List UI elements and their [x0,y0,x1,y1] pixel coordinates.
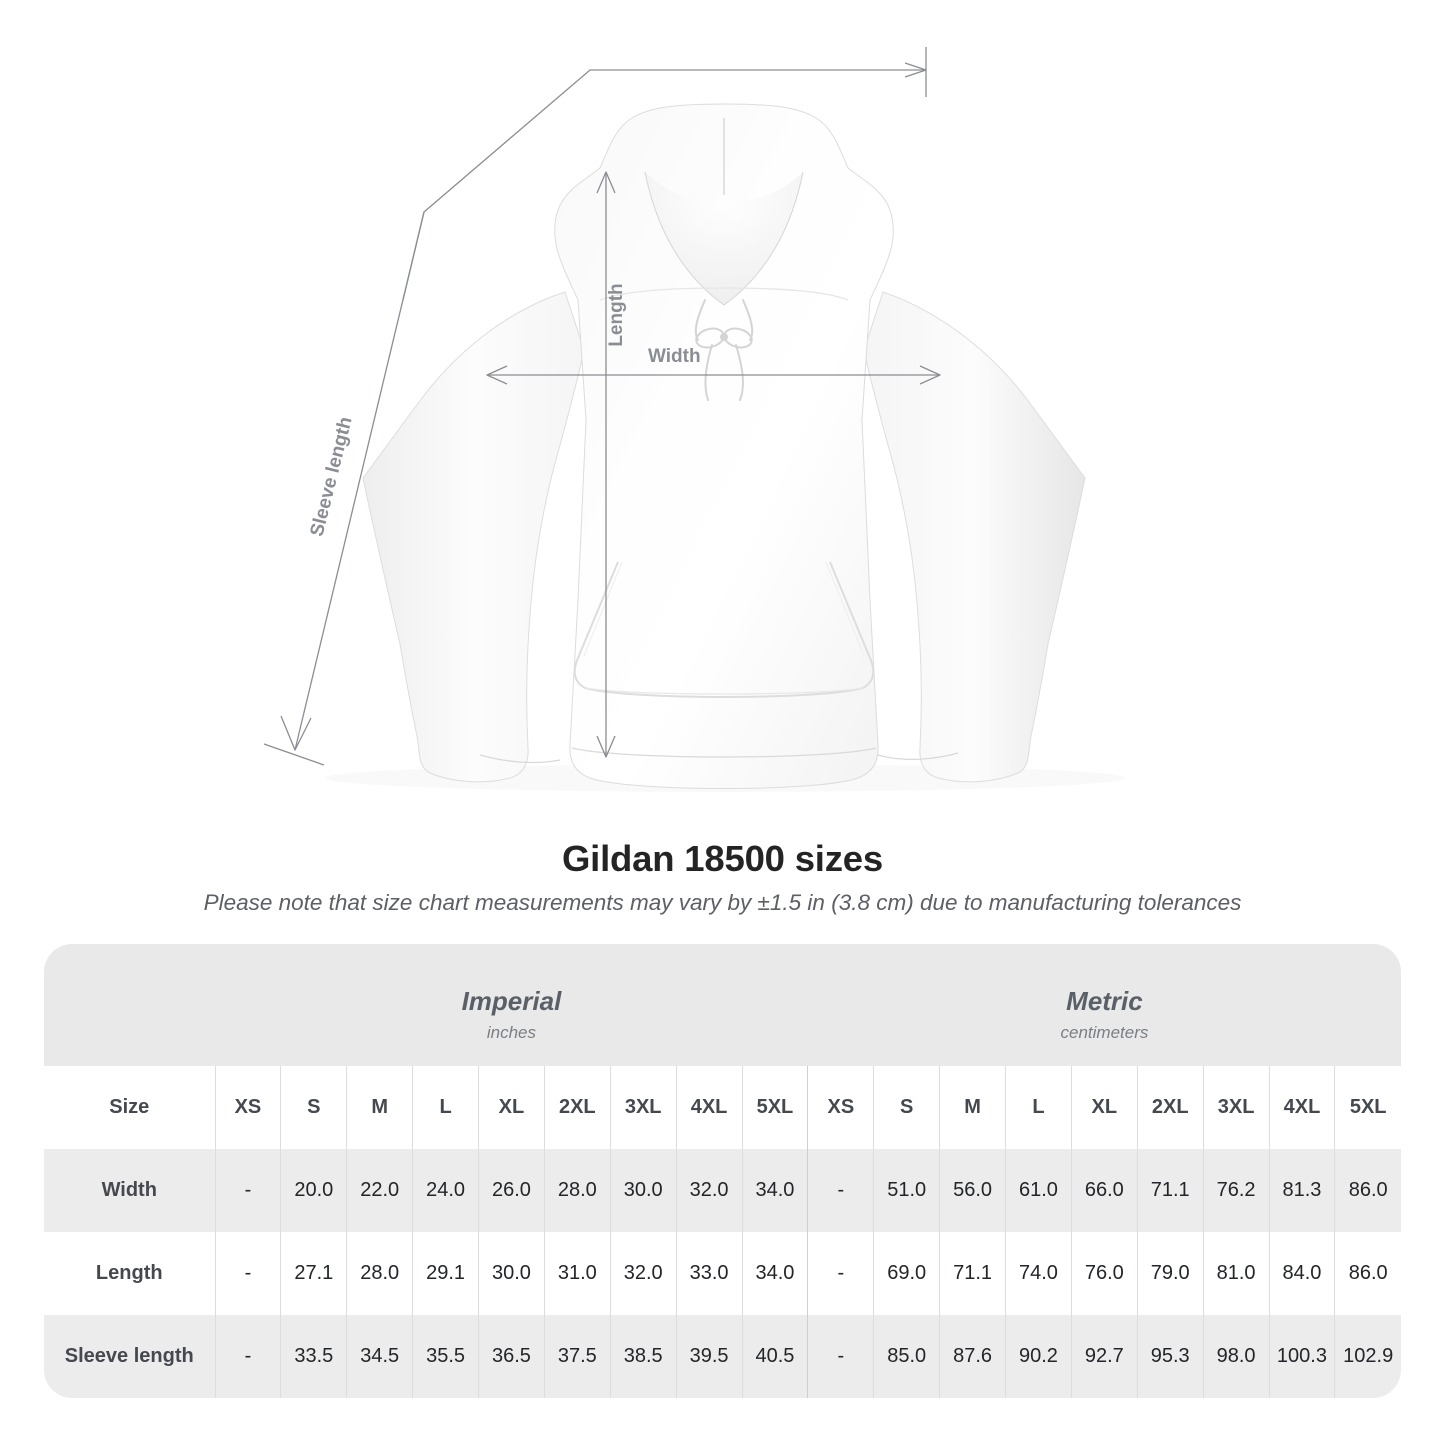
svg-text:Width: Width [648,346,701,367]
svg-text:Length: Length [606,283,627,346]
svg-text:Sleeve length: Sleeve length [307,415,357,539]
